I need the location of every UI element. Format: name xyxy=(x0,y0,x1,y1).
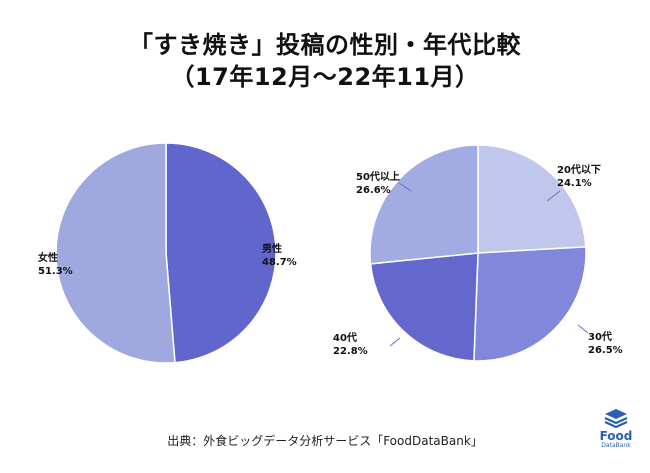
database-stack-icon xyxy=(604,409,628,428)
logo-subword: DataBank xyxy=(601,442,631,449)
source-footer: 出典：外食ビッグデータ分析サービス「FoodDataBank」 xyxy=(167,434,483,448)
logo-word: Food xyxy=(599,429,633,443)
slice-value-label: 26.6% xyxy=(356,185,391,196)
slice-category-label: 男性 xyxy=(262,242,282,255)
chart-subtitle: （17年12月〜22年11月） xyxy=(170,63,480,91)
pie-slice-2-1 xyxy=(477,144,587,254)
slice-category-label: 40代 xyxy=(333,331,357,344)
leader-line-2-3 xyxy=(389,337,401,347)
fooddatabank-logo: Food DataBank xyxy=(596,408,636,450)
pie-slice-1-2 xyxy=(55,142,176,364)
slice-value-label: 24.1% xyxy=(557,178,592,189)
slice-value-label: 48.7% xyxy=(262,257,297,268)
slice-value-label: 26.5% xyxy=(588,345,623,356)
slice-value-label: 22.8% xyxy=(333,346,368,357)
slice-category-label: 20代以下 xyxy=(557,163,601,176)
pie-chart-gender: 男性 48.7% 女性 51.3% xyxy=(38,142,297,364)
slice-value-label: 51.3% xyxy=(38,266,73,277)
leader-line-2-4 xyxy=(398,182,412,192)
pie-slice-2-3 xyxy=(369,252,479,362)
pie-slice-1-1 xyxy=(165,142,277,364)
slice-category-label: 30代 xyxy=(588,330,612,343)
slice-category-label: 女性 xyxy=(38,251,58,264)
leader-line-2-2 xyxy=(577,324,589,334)
pie-slice-2-4 xyxy=(369,144,479,265)
pie-slice-2-2 xyxy=(473,246,587,362)
slice-category-label: 50代以上 xyxy=(356,170,400,183)
pie-chart-age: 20代以下 24.1% 30代 26.5% 40代 22.8% 50代以上 26.6% xyxy=(333,144,623,362)
chart-title: 「すき焼き」投稿の性別・年代比較 xyxy=(129,31,521,59)
leader-line-2-1 xyxy=(546,190,561,202)
